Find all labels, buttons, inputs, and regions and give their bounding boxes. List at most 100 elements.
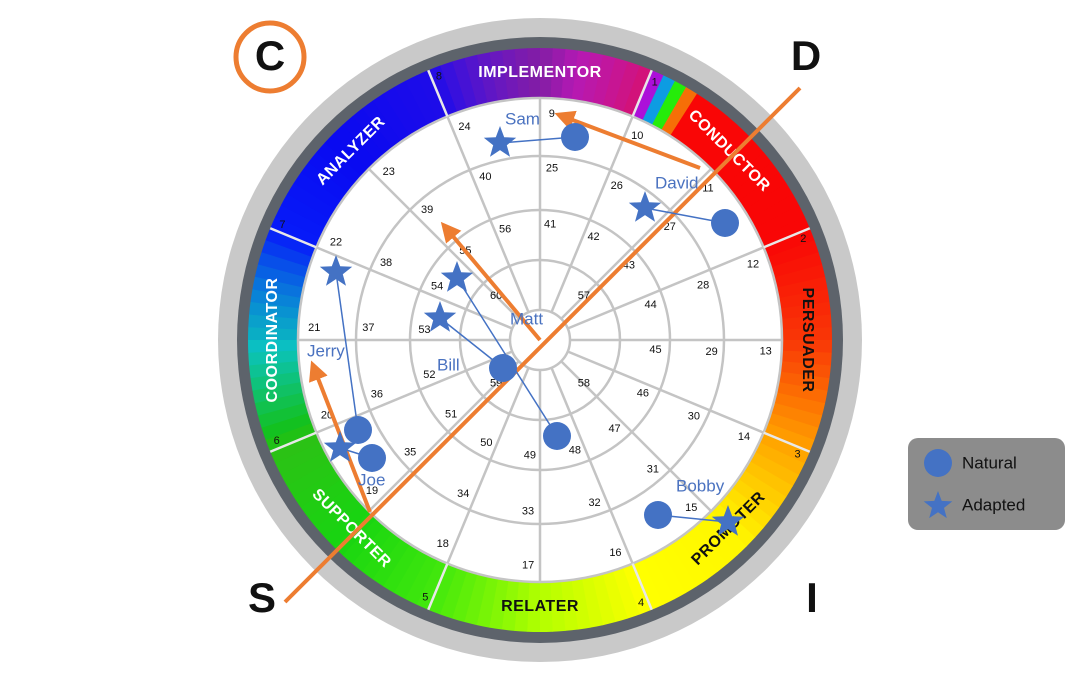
band-wedge — [439, 567, 468, 619]
legend-natural-icon — [924, 449, 952, 477]
band-wedge — [501, 49, 520, 101]
segment-number: 26 — [611, 180, 623, 192]
natural-marker — [644, 501, 672, 529]
band-wedge — [759, 432, 810, 464]
band-wedge — [333, 124, 377, 169]
band-wedge — [342, 115, 385, 162]
band-wedge — [773, 264, 826, 289]
band-wedge — [686, 525, 728, 572]
segment-number: 53 — [418, 324, 430, 336]
segment-number: 40 — [479, 171, 491, 183]
spoke — [567, 246, 765, 330]
band-wedge — [362, 100, 402, 149]
band-wedge — [779, 301, 831, 320]
segment-number: 50 — [480, 437, 492, 449]
person-name: Bobby — [676, 476, 725, 495]
band-wedge — [293, 172, 343, 210]
band-wedge — [463, 573, 488, 626]
band-wedge — [678, 100, 719, 149]
segment-number: 48 — [569, 445, 581, 457]
segment-number: 37 — [362, 322, 374, 334]
natural-marker — [358, 444, 386, 472]
band-wedge — [361, 531, 402, 580]
band-wedge — [718, 142, 765, 185]
segment-number: 25 — [546, 162, 558, 174]
segment-label: PERSUADER — [799, 288, 816, 393]
band-wedge — [324, 133, 370, 177]
segment-label: COORDINATOR — [264, 278, 281, 403]
segment-number: 54 — [431, 280, 443, 292]
segment-number: 44 — [645, 299, 657, 311]
band-wedge — [394, 80, 429, 131]
segment-number: 32 — [588, 497, 600, 509]
band-wedge — [725, 152, 772, 194]
people: Sam David Matt Bill Jerry Joe Bobby — [307, 109, 745, 536]
band-wedge — [476, 576, 498, 628]
adapted-marker — [440, 261, 474, 292]
segment-number: 51 — [445, 408, 457, 420]
band-wedge — [731, 478, 780, 519]
band-wedge — [254, 391, 307, 416]
band-wedge — [293, 469, 342, 508]
segment-number: 34 — [457, 488, 469, 500]
band-wedge — [248, 326, 299, 340]
band-wedge — [250, 288, 302, 309]
band-wedge — [581, 576, 604, 628]
band-wedge — [781, 314, 832, 330]
segment-number: 49 — [524, 449, 536, 461]
band-wedge — [526, 581, 540, 632]
band-wedge — [342, 518, 385, 564]
band-wedge — [695, 116, 738, 162]
segment-number: 45 — [649, 344, 661, 356]
band-wedge — [612, 567, 640, 619]
segment-number: 8 — [436, 71, 442, 83]
segment-number: 1 — [652, 76, 658, 88]
band-wedge — [776, 276, 828, 299]
band-wedge — [252, 381, 304, 404]
person-name: Jerry — [307, 341, 345, 360]
spoke — [446, 367, 530, 565]
band-wedge — [249, 360, 301, 379]
band-divider — [631, 69, 653, 117]
band-wedge — [451, 570, 478, 623]
person-name: Sam — [505, 109, 540, 128]
segment-number: 47 — [608, 423, 620, 435]
segment-number: 30 — [688, 411, 700, 423]
band-wedge — [316, 142, 362, 185]
band-wedge — [300, 161, 349, 202]
segment-number: 7 — [279, 219, 285, 231]
band-wedge — [270, 432, 321, 464]
band-wedge — [416, 559, 448, 610]
adapted-marker — [319, 255, 353, 286]
natural-marker — [489, 354, 517, 382]
segment-number: 29 — [705, 346, 717, 358]
band-wedge — [427, 563, 458, 615]
segment-number: 21 — [308, 322, 320, 334]
band-wedge — [275, 441, 326, 475]
band-wedge — [261, 412, 313, 440]
segment-number: 46 — [637, 387, 649, 399]
segment-number: 22 — [330, 237, 342, 249]
segment-label: IMPLEMENTOR — [478, 64, 601, 81]
band-wedge — [767, 412, 819, 441]
band-wedge — [382, 543, 419, 593]
band-wedge — [270, 216, 321, 248]
band-wedge — [776, 382, 828, 404]
spoke — [560, 167, 713, 320]
segment-number: 38 — [380, 257, 392, 269]
band-wedge — [440, 61, 468, 113]
band-wedge — [763, 422, 815, 453]
band-wedge — [737, 470, 787, 508]
band-wedge — [591, 573, 616, 626]
natural-marker — [543, 422, 571, 450]
person-name: Matt — [510, 309, 543, 328]
band-wedge — [763, 228, 815, 258]
band-wedge — [622, 65, 653, 117]
band-wedge — [778, 371, 830, 392]
natural-marker — [711, 209, 739, 237]
band-wedge — [781, 350, 832, 366]
band-wedge — [592, 54, 617, 107]
spoke — [367, 167, 520, 320]
band-divider — [269, 227, 317, 249]
